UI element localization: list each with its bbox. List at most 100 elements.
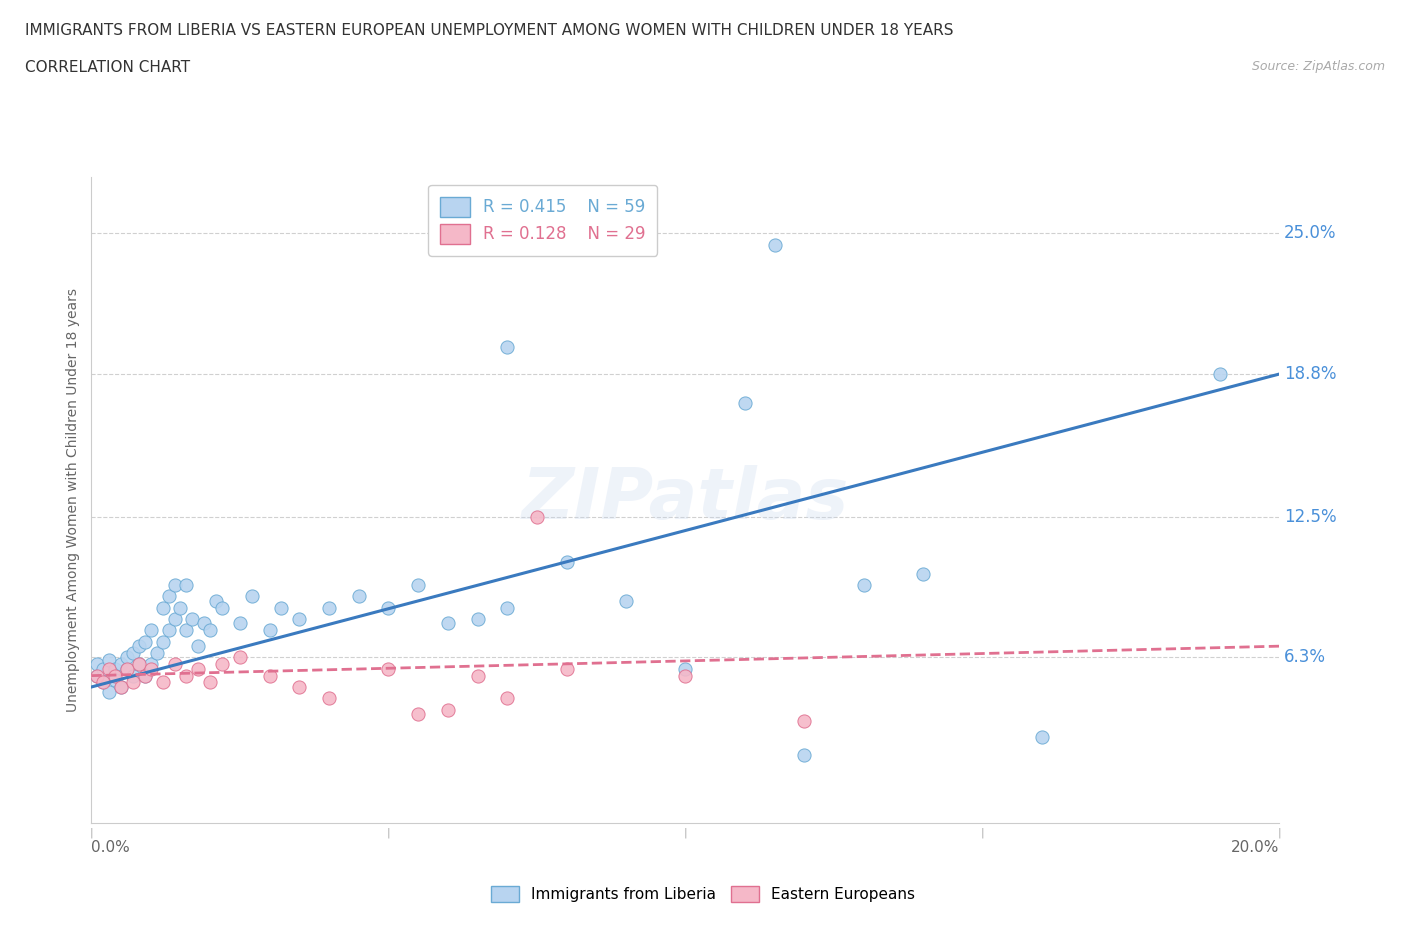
Point — [1209, 366, 1232, 381]
Point — [763, 237, 786, 252]
Point — [377, 600, 399, 615]
Point — [406, 578, 429, 592]
Point — [134, 668, 156, 683]
Point — [122, 668, 145, 683]
Text: 20.0%: 20.0% — [1232, 840, 1279, 855]
Point — [211, 600, 233, 615]
Point — [115, 650, 138, 665]
Point — [128, 657, 150, 671]
Point — [200, 623, 222, 638]
Text: |: | — [980, 828, 984, 838]
Legend: R = 0.415    N = 59, R = 0.128    N = 29: R = 0.415 N = 59, R = 0.128 N = 29 — [429, 185, 658, 256]
Text: Source: ZipAtlas.com: Source: ZipAtlas.com — [1251, 60, 1385, 73]
Point — [555, 555, 578, 570]
Text: 0.0%: 0.0% — [91, 840, 131, 855]
Point — [152, 600, 174, 615]
Point — [163, 612, 186, 627]
Point — [163, 657, 186, 671]
Point — [128, 657, 150, 671]
Point — [270, 600, 292, 615]
Point — [110, 680, 132, 695]
Point — [496, 339, 519, 354]
Point — [347, 589, 370, 604]
Point — [176, 578, 198, 592]
Point — [157, 589, 180, 604]
Point — [122, 675, 145, 690]
Text: 6.3%: 6.3% — [1284, 648, 1326, 667]
Point — [229, 650, 252, 665]
Text: 18.8%: 18.8% — [1284, 365, 1336, 383]
Point — [104, 668, 127, 683]
Point — [134, 668, 156, 683]
Point — [128, 639, 150, 654]
Point — [673, 661, 696, 676]
Point — [91, 675, 114, 690]
Point — [152, 634, 174, 649]
Text: |: | — [1278, 828, 1281, 838]
Point — [122, 645, 145, 660]
Point — [793, 713, 815, 728]
Point — [229, 616, 252, 631]
Text: 12.5%: 12.5% — [1284, 508, 1336, 525]
Point — [200, 675, 222, 690]
Point — [496, 600, 519, 615]
Point — [163, 578, 186, 592]
Text: |: | — [387, 828, 391, 838]
Y-axis label: Unemployment Among Women with Children Under 18 years: Unemployment Among Women with Children U… — [66, 288, 80, 711]
Point — [104, 661, 127, 676]
Point — [110, 657, 132, 671]
Point — [288, 612, 311, 627]
Point — [318, 691, 340, 706]
Point — [176, 668, 198, 683]
Point — [181, 612, 204, 627]
Point — [436, 616, 458, 631]
Point — [288, 680, 311, 695]
Point — [187, 639, 209, 654]
Point — [496, 691, 519, 706]
Text: 25.0%: 25.0% — [1284, 224, 1336, 243]
Legend: Immigrants from Liberia, Eastern Europeans: Immigrants from Liberia, Eastern Europea… — [485, 880, 921, 909]
Text: CORRELATION CHART: CORRELATION CHART — [25, 60, 190, 75]
Point — [152, 675, 174, 690]
Point — [555, 661, 578, 676]
Point — [98, 661, 121, 676]
Point — [406, 707, 429, 722]
Point — [157, 623, 180, 638]
Point — [134, 634, 156, 649]
Point — [145, 645, 167, 660]
Point — [86, 668, 108, 683]
Point — [614, 593, 637, 608]
Point — [187, 661, 209, 676]
Point — [86, 668, 108, 683]
Point — [318, 600, 340, 615]
Point — [852, 578, 875, 592]
Point — [86, 657, 108, 671]
Point — [793, 748, 815, 763]
Point — [673, 668, 696, 683]
Point — [911, 566, 934, 581]
Point — [193, 616, 215, 631]
Point — [1031, 729, 1053, 744]
Point — [104, 672, 127, 687]
Point — [91, 675, 114, 690]
Text: IMMIGRANTS FROM LIBERIA VS EASTERN EUROPEAN UNEMPLOYMENT AMONG WOMEN WITH CHILDR: IMMIGRANTS FROM LIBERIA VS EASTERN EUROP… — [25, 23, 953, 38]
Point — [91, 661, 114, 676]
Point — [526, 510, 548, 525]
Point — [259, 623, 281, 638]
Point — [115, 661, 138, 676]
Point — [436, 702, 458, 717]
Point — [377, 661, 399, 676]
Point — [110, 680, 132, 695]
Point — [139, 661, 162, 676]
Text: |: | — [90, 828, 93, 838]
Text: ZIPatlas: ZIPatlas — [522, 465, 849, 535]
Point — [467, 612, 489, 627]
Point — [176, 623, 198, 638]
Point — [98, 652, 121, 667]
Point — [734, 396, 756, 411]
Point — [467, 668, 489, 683]
Point — [205, 593, 228, 608]
Point — [169, 600, 191, 615]
Point — [115, 661, 138, 676]
Point — [211, 657, 233, 671]
